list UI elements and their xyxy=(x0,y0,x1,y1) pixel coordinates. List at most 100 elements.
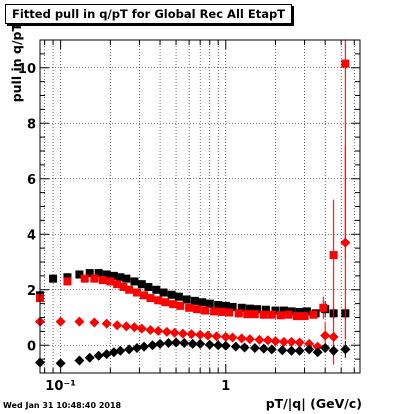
data-point xyxy=(271,306,280,315)
data-point xyxy=(220,340,231,351)
data-point xyxy=(129,322,140,333)
data-point xyxy=(179,338,190,349)
data-point xyxy=(124,344,135,355)
data-point xyxy=(245,304,254,313)
data-point xyxy=(267,310,276,319)
data-point xyxy=(328,345,339,356)
data-point xyxy=(198,298,207,307)
data-point xyxy=(239,342,250,353)
data-point xyxy=(161,326,172,337)
data-point xyxy=(284,310,293,319)
data-point xyxy=(227,332,238,343)
series-2 xyxy=(35,145,351,365)
data-point xyxy=(320,330,331,341)
data-point xyxy=(304,338,315,349)
axis-ticks xyxy=(40,39,360,374)
data-point xyxy=(101,318,112,329)
data-point xyxy=(328,331,339,342)
data-point xyxy=(108,347,119,358)
data-point xyxy=(201,306,210,315)
data-point xyxy=(177,328,188,339)
data-point xyxy=(153,325,164,336)
data-point xyxy=(195,329,206,340)
data-point xyxy=(89,317,100,328)
x-tick-label: 10⁻¹ xyxy=(45,379,76,394)
footer-date: Wed Jan 31 10:48:40 2018 xyxy=(3,401,122,410)
data-point xyxy=(262,335,273,346)
data-point xyxy=(214,301,223,310)
x-tick-label: 1 xyxy=(221,379,230,394)
data-point xyxy=(340,237,351,248)
data-point xyxy=(195,338,206,349)
data-point xyxy=(75,270,84,279)
data-point xyxy=(193,305,202,314)
data-point xyxy=(243,310,252,319)
data-point xyxy=(295,307,304,316)
data-point xyxy=(49,274,58,283)
data-point xyxy=(218,307,227,316)
data-point xyxy=(113,280,122,289)
data-point xyxy=(292,312,301,321)
data-point xyxy=(259,310,268,319)
data-point xyxy=(146,294,155,303)
data-point xyxy=(340,344,351,355)
data-point xyxy=(122,274,131,283)
data-point xyxy=(185,303,194,312)
y-tick-label: 0 xyxy=(27,339,36,354)
data-point xyxy=(154,296,163,305)
data-point xyxy=(225,308,234,317)
data-point xyxy=(163,338,174,349)
data-point xyxy=(341,59,350,68)
data-point xyxy=(202,330,213,341)
data-point xyxy=(294,337,305,348)
data-point xyxy=(230,341,241,352)
data-point xyxy=(286,345,297,356)
data-point xyxy=(187,338,198,349)
data-point xyxy=(169,327,180,338)
data-point xyxy=(237,303,246,312)
data-point xyxy=(147,340,158,351)
data-point xyxy=(152,285,161,294)
data-point xyxy=(213,340,224,351)
data-point xyxy=(278,336,289,347)
y-axis-label: pull in q/pT xyxy=(9,23,24,103)
data-point xyxy=(112,320,123,331)
data-point xyxy=(309,310,318,319)
data-point xyxy=(329,251,338,260)
series-group xyxy=(35,40,351,369)
data-point xyxy=(63,277,72,286)
x-axis-label: pT/|q| (GeV/c) xyxy=(265,396,362,411)
data-point xyxy=(80,274,89,283)
data-point xyxy=(244,334,255,345)
data-point xyxy=(74,316,85,327)
data-point xyxy=(210,307,219,316)
data-point xyxy=(119,282,128,291)
data-point xyxy=(221,301,230,310)
grid xyxy=(40,40,360,373)
data-point xyxy=(228,302,237,311)
data-point xyxy=(304,344,315,355)
data-point xyxy=(186,329,197,340)
data-point xyxy=(176,301,185,310)
data-point xyxy=(101,349,112,360)
data-point xyxy=(55,358,66,369)
plot-frame xyxy=(39,39,361,374)
data-point xyxy=(131,343,142,354)
data-point xyxy=(155,338,166,349)
data-point xyxy=(98,276,107,285)
data-point xyxy=(84,352,95,363)
data-point xyxy=(159,288,168,297)
y-tick-label: 4 xyxy=(27,228,36,243)
data-point xyxy=(94,269,103,278)
series-0 xyxy=(36,269,350,319)
data-point xyxy=(294,345,305,356)
data-point xyxy=(312,341,323,352)
data-point xyxy=(121,321,132,332)
data-point xyxy=(320,343,331,354)
data-point xyxy=(266,344,277,355)
data-point xyxy=(171,337,182,348)
data-point xyxy=(319,303,328,312)
data-point xyxy=(145,324,156,335)
data-point xyxy=(115,345,126,356)
